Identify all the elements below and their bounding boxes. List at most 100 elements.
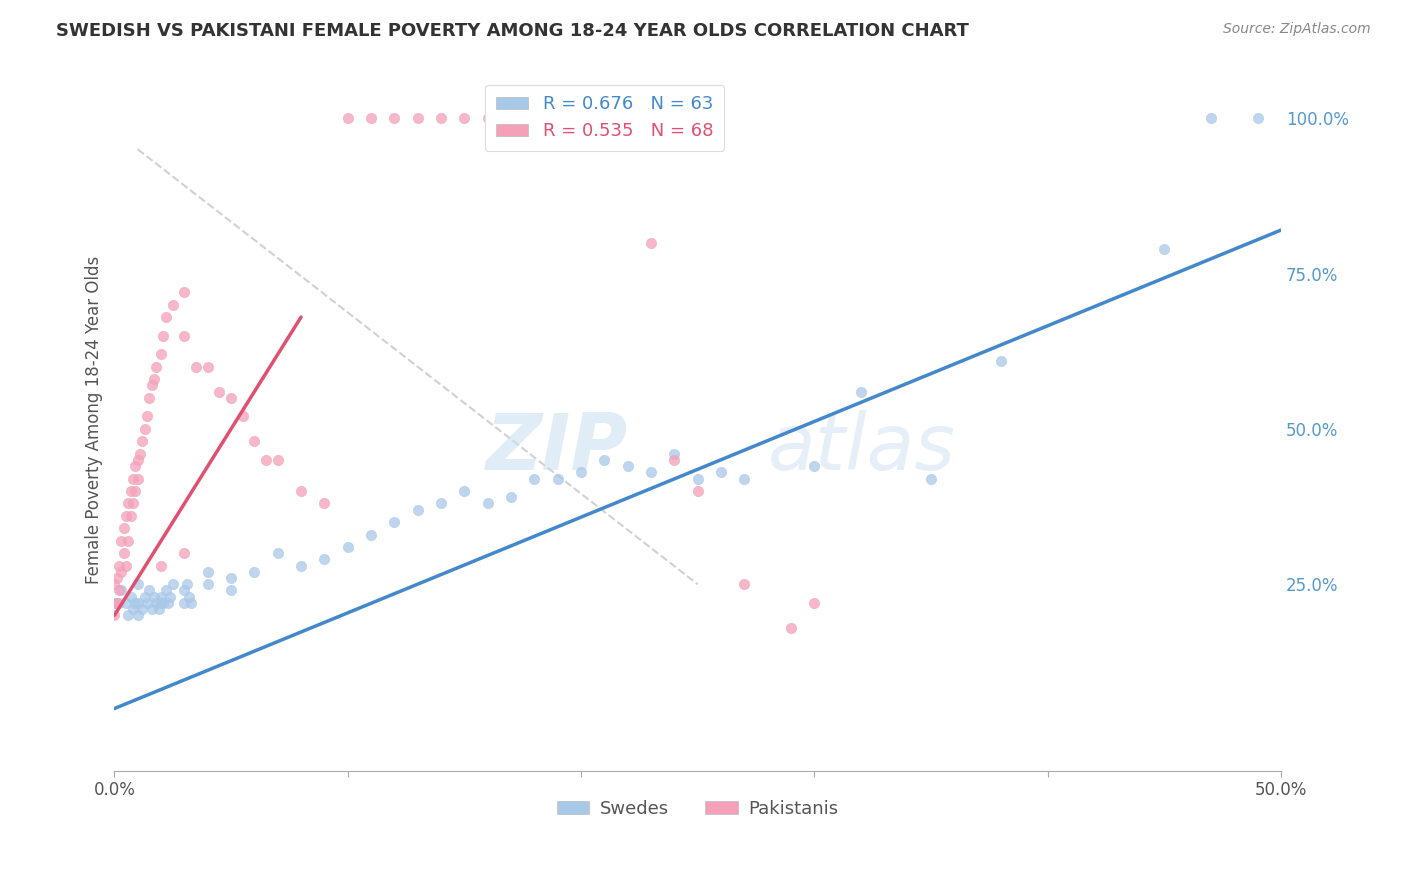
Point — [127, 453, 149, 467]
Point — [710, 466, 733, 480]
Point — [108, 558, 131, 573]
Point — [219, 583, 242, 598]
Point — [523, 112, 546, 126]
Point — [219, 571, 242, 585]
Point — [569, 112, 592, 126]
Point — [547, 112, 569, 126]
Point — [127, 577, 149, 591]
Point — [112, 546, 135, 560]
Point — [159, 590, 181, 604]
Point — [780, 621, 803, 635]
Point — [152, 596, 174, 610]
Point — [686, 484, 709, 499]
Point — [134, 422, 156, 436]
Point — [177, 590, 200, 604]
Point — [103, 577, 125, 591]
Point — [127, 596, 149, 610]
Point — [162, 577, 184, 591]
Point — [430, 496, 453, 510]
Point — [733, 472, 755, 486]
Point — [219, 391, 242, 405]
Point — [336, 112, 359, 126]
Point — [173, 546, 195, 560]
Point — [112, 521, 135, 535]
Point — [148, 602, 170, 616]
Point — [145, 359, 167, 374]
Point — [117, 608, 139, 623]
Point — [173, 328, 195, 343]
Point — [430, 112, 453, 126]
Point — [569, 466, 592, 480]
Point — [477, 112, 499, 126]
Point — [124, 459, 146, 474]
Point — [122, 602, 145, 616]
Y-axis label: Female Poverty Among 18-24 Year Olds: Female Poverty Among 18-24 Year Olds — [86, 255, 103, 583]
Point — [115, 596, 138, 610]
Point — [115, 508, 138, 523]
Point — [143, 590, 166, 604]
Point — [499, 112, 522, 126]
Point — [143, 372, 166, 386]
Point — [453, 112, 475, 126]
Point — [117, 533, 139, 548]
Point — [920, 472, 942, 486]
Point — [197, 577, 219, 591]
Point — [173, 583, 195, 598]
Point — [136, 409, 159, 424]
Point — [314, 496, 336, 510]
Point — [117, 496, 139, 510]
Point — [150, 590, 173, 604]
Point — [547, 472, 569, 486]
Point — [103, 608, 125, 623]
Point — [120, 590, 142, 604]
Point — [136, 596, 159, 610]
Point — [382, 112, 405, 126]
Point — [141, 602, 163, 616]
Point — [110, 533, 132, 548]
Point — [155, 310, 177, 324]
Point — [150, 347, 173, 361]
Point — [197, 565, 219, 579]
Point — [105, 596, 128, 610]
Point — [1199, 112, 1222, 126]
Point — [406, 502, 429, 516]
Point — [208, 384, 231, 399]
Point — [129, 447, 152, 461]
Point — [360, 112, 382, 126]
Point — [640, 466, 662, 480]
Point — [243, 565, 266, 579]
Point — [640, 235, 662, 250]
Point — [1246, 112, 1268, 126]
Point — [849, 384, 872, 399]
Point — [138, 391, 160, 405]
Point — [150, 558, 173, 573]
Point — [267, 453, 290, 467]
Point — [157, 596, 180, 610]
Point — [336, 540, 359, 554]
Text: ZIP: ZIP — [485, 409, 627, 485]
Point — [499, 490, 522, 504]
Text: Source: ZipAtlas.com: Source: ZipAtlas.com — [1223, 22, 1371, 37]
Point — [267, 546, 290, 560]
Point — [523, 472, 546, 486]
Point — [138, 583, 160, 598]
Point — [197, 359, 219, 374]
Point — [122, 496, 145, 510]
Point — [120, 508, 142, 523]
Point — [145, 596, 167, 610]
Text: SWEDISH VS PAKISTANI FEMALE POVERTY AMONG 18-24 YEAR OLDS CORRELATION CHART: SWEDISH VS PAKISTANI FEMALE POVERTY AMON… — [56, 22, 969, 40]
Point — [105, 571, 128, 585]
Point — [162, 298, 184, 312]
Point — [184, 359, 207, 374]
Point — [664, 453, 686, 467]
Point — [803, 596, 825, 610]
Point — [122, 472, 145, 486]
Point — [406, 112, 429, 126]
Point — [314, 552, 336, 566]
Point — [593, 112, 616, 126]
Point — [180, 596, 202, 610]
Point — [124, 596, 146, 610]
Point — [990, 353, 1012, 368]
Point — [477, 496, 499, 510]
Legend: Swedes, Pakistanis: Swedes, Pakistanis — [550, 792, 846, 825]
